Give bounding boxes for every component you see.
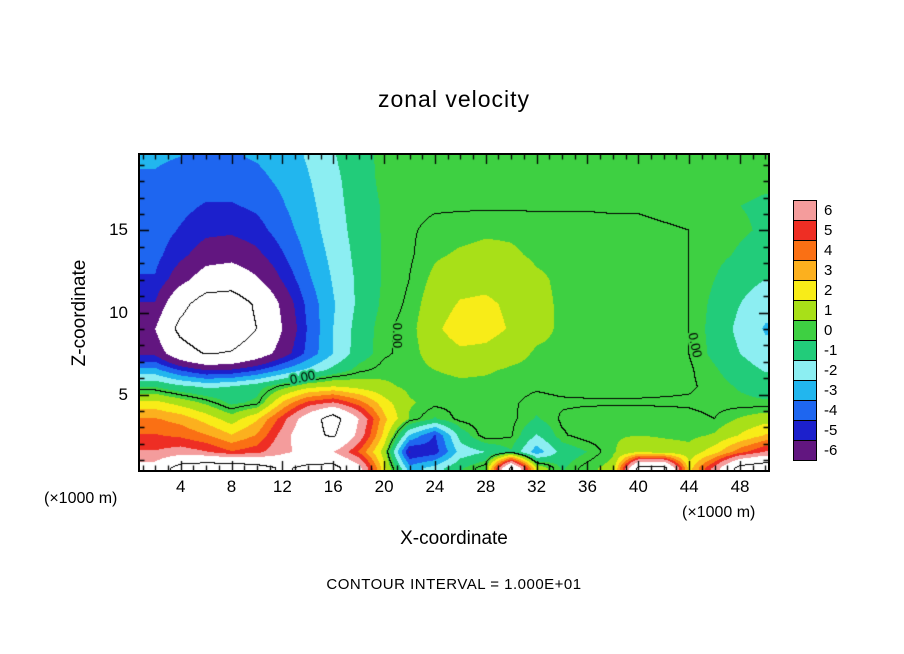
colorbar-band	[794, 201, 816, 221]
x-tick-label: 24	[425, 477, 445, 496]
colorbar-tick-label: 0	[824, 321, 833, 339]
colorbar-band	[794, 301, 816, 321]
colorbar-band	[794, 441, 816, 460]
x-axis-label: X-coordinate	[400, 528, 508, 549]
x-tick-label: 40	[628, 477, 648, 496]
x-tick-label: 48	[730, 477, 750, 496]
x-tick-label: 4	[175, 477, 186, 496]
colorbar-band	[794, 321, 816, 341]
colorbar-band	[794, 421, 816, 441]
x-tick-label: 28	[476, 477, 496, 496]
colorbar-band	[794, 221, 816, 241]
x-axis-unit-label-left: (×1000 m)	[44, 490, 118, 507]
colorbar-band	[794, 261, 816, 281]
colorbar-tick-label: -5	[824, 421, 838, 439]
colorbar-band	[794, 241, 816, 261]
colorbar-tick-label: -3	[824, 381, 838, 399]
x-tick-label: 36	[578, 477, 597, 496]
x-tick-label: 20	[374, 477, 394, 496]
contour-interval-note: CONTOUR INTERVAL = 1.000E+01	[326, 576, 582, 593]
colorbar-band	[794, 361, 816, 381]
colorbar-band	[794, 281, 816, 301]
y-tick-label: 10	[109, 302, 128, 322]
x-axis-unit-label-right: (×1000 m)	[682, 504, 756, 521]
x-tick-label: 8	[226, 477, 237, 496]
y-axis-label: Z-coordinate	[69, 259, 90, 367]
colorbar-band	[794, 341, 816, 361]
colorbar-tick-label: -1	[824, 341, 838, 359]
colorbar-tick-label: 1	[824, 301, 833, 319]
colorbar-band	[794, 381, 816, 401]
x-tick-label: 16	[323, 477, 343, 496]
x-tick-label: 32	[527, 477, 547, 496]
colorbar-tick-label: 5	[824, 221, 833, 239]
colorbar-tick-label: -2	[824, 361, 838, 379]
colorbar-tick-label: 2	[824, 281, 833, 299]
colorbar-tick-label: 3	[824, 261, 833, 279]
x-tick-label: 44	[679, 477, 699, 496]
y-tick-label: 5	[118, 384, 128, 404]
colorbar	[793, 200, 817, 461]
colorbar-tick-label: 6	[824, 201, 833, 219]
chart-title: zonal velocity	[377, 86, 531, 112]
colorbar-tick-label: -4	[824, 401, 838, 419]
y-tick-label: 15	[109, 220, 128, 240]
colorbar-tick-label: 4	[824, 241, 833, 259]
contour-plot-canvas	[138, 153, 770, 472]
x-tick-label: 12	[272, 477, 292, 496]
colorbar-band	[794, 401, 816, 421]
colorbar-tick-label: -6	[824, 441, 838, 459]
